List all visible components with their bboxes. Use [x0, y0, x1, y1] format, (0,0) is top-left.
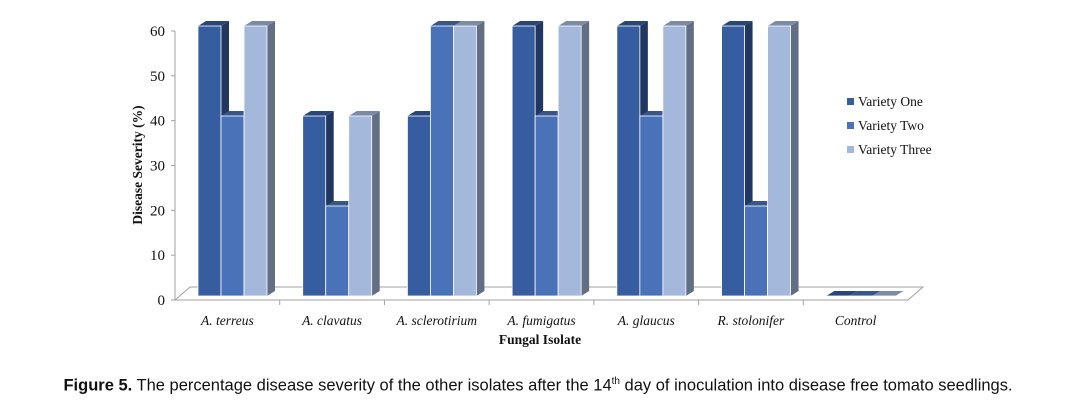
bar-top	[430, 21, 462, 26]
bar-top	[558, 21, 590, 26]
bar-top	[826, 291, 858, 296]
bar-variety-one	[197, 25, 222, 297]
bar-variety-one	[302, 115, 327, 297]
bar-top	[198, 21, 229, 26]
bar-side	[581, 21, 590, 296]
bar-variety-one	[407, 115, 431, 297]
bar-top	[302, 111, 334, 116]
bar-side	[685, 21, 694, 296]
bar-top	[721, 21, 753, 26]
legend-swatch	[847, 122, 854, 129]
bar-side	[476, 21, 485, 296]
caption-superscript: th	[611, 376, 620, 387]
figure-caption: Figure 5. The percentage disease severit…	[0, 376, 1076, 396]
bar-variety-one	[825, 295, 850, 297]
bar-variety-two	[325, 205, 350, 297]
x-tick-label: R. stolonifer	[717, 313, 785, 328]
bar-top	[244, 21, 275, 26]
y-tick-label: 40	[150, 114, 165, 130]
y-tick-label: 20	[150, 203, 165, 219]
bar-variety-two	[848, 295, 873, 297]
bar-side	[267, 21, 275, 296]
y-tick-label: 0	[158, 293, 166, 309]
x-tick-label: A. clavatus	[301, 313, 362, 328]
caption-text-end: day of inoculation into disease free tom…	[619, 376, 1013, 395]
legend-label: Variety Three	[858, 142, 932, 157]
x-tick-label: A. glaucus	[617, 313, 675, 328]
bar-variety-three	[662, 25, 687, 297]
x-tick-label: A. sclerotirium	[396, 313, 478, 328]
bar-top	[662, 21, 694, 26]
bar-top	[767, 21, 799, 26]
legend-swatch	[847, 146, 854, 153]
bar-top	[872, 291, 904, 296]
y-tick-label: 30	[150, 159, 165, 175]
y-axis-title: Disease Severity (%)	[130, 105, 145, 224]
legend-label: Variety Two	[858, 118, 924, 133]
bar-variety-one	[721, 25, 745, 297]
caption-text: The percentage disease severity of the o…	[132, 376, 612, 395]
y-tick-label: 10	[150, 248, 165, 264]
x-tick-label: A. terreus	[200, 313, 254, 328]
bar-variety-two	[220, 115, 245, 297]
bar-variety-two	[744, 205, 768, 297]
bar-top	[453, 21, 485, 26]
y-tick-label: 60	[150, 24, 165, 40]
legend-swatch	[847, 98, 854, 105]
bar-variety-one	[616, 25, 641, 297]
x-axis-title: Fungal Isolate	[499, 332, 581, 347]
bar-variety-two	[639, 115, 664, 297]
bar-top	[616, 21, 648, 26]
bar-top	[512, 21, 544, 26]
bar-top	[849, 291, 881, 296]
bar-variety-three	[243, 25, 268, 297]
bar-chart: 0 10 20 30 40 50 60 A. terreus A. clavatus A. scl…	[130, 21, 932, 347]
bar-variety-two	[430, 25, 454, 297]
x-tick-label: Control	[835, 313, 877, 328]
bar-side	[790, 21, 799, 296]
bar-variety-two	[534, 115, 559, 297]
caption-label: Figure 5.	[63, 376, 133, 395]
bar-variety-three	[348, 115, 373, 297]
bar-variety-three	[453, 25, 477, 297]
legend-label: Variety One	[858, 94, 923, 109]
bar-top	[348, 111, 380, 116]
bar-variety-three	[767, 25, 791, 297]
bar-variety-three	[557, 25, 582, 297]
bar-variety-one	[511, 25, 536, 297]
y-tick-label: 50	[150, 69, 165, 85]
bar-side	[371, 111, 380, 296]
x-tick-label: A. fumigatus	[506, 313, 575, 328]
bar-variety-three	[871, 295, 896, 297]
